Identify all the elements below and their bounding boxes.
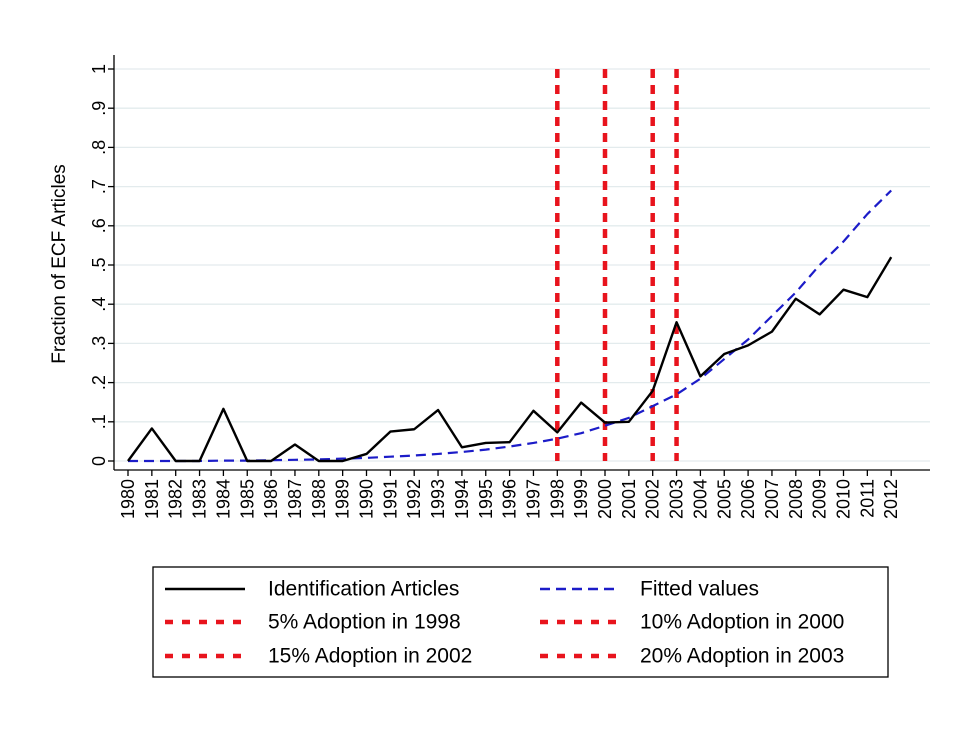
legend: Identification Articles Fitted values 5% A… bbox=[152, 566, 889, 678]
x-tick-label: 1989 bbox=[333, 479, 353, 519]
y-tick-label: .4 bbox=[89, 297, 109, 312]
x-tick-label: 2001 bbox=[619, 479, 639, 519]
legend-box bbox=[152, 566, 889, 678]
legend-items: Identification Articles Fitted values 5% A… bbox=[165, 578, 844, 668]
x-axis-ticks: 1980 1981 1982 1983 1984 1985 1986 1987 1988 1989… bbox=[118, 470, 901, 519]
x-tick-label: 2009 bbox=[810, 479, 830, 519]
x-tick-label: 1991 bbox=[380, 479, 400, 519]
y-tick-label: .7 bbox=[89, 179, 109, 194]
gridlines bbox=[114, 68, 930, 462]
x-tick-label: 1982 bbox=[166, 479, 186, 519]
x-tick-label: 2005 bbox=[714, 479, 734, 519]
legend-label: 10% Adoption in 2000 bbox=[640, 611, 844, 634]
x-tick-label: 1995 bbox=[476, 479, 496, 519]
x-tick-label: 1985 bbox=[237, 479, 257, 519]
x-tick-label: 1984 bbox=[213, 479, 233, 519]
x-tick-label: 1981 bbox=[142, 479, 162, 519]
y-tick-label: .3 bbox=[89, 336, 109, 351]
x-tick-label: 2002 bbox=[643, 479, 663, 519]
x-tick-label: 2004 bbox=[690, 479, 710, 519]
x-tick-label: 1997 bbox=[523, 479, 543, 519]
x-tick-label: 1983 bbox=[190, 479, 210, 519]
y-tick-label: .5 bbox=[89, 257, 109, 272]
x-tick-label: 1998 bbox=[547, 479, 567, 519]
y-tick-label: .1 bbox=[89, 414, 109, 429]
y-axis-ticks: 0 .1 .2 .3 .4 .5 .6 .7 .8 .9 1 bbox=[89, 64, 114, 466]
x-tick-label: 1994 bbox=[452, 479, 472, 519]
y-tick-label: .8 bbox=[89, 140, 109, 155]
x-tick-label: 1992 bbox=[404, 479, 424, 519]
x-tick-label: 1988 bbox=[309, 479, 329, 519]
x-tick-label: 1987 bbox=[285, 479, 305, 519]
x-tick-label: 2011 bbox=[857, 479, 877, 518]
y-axis-title: Fraction of ECF Articles bbox=[49, 164, 70, 364]
series-line bbox=[127, 256, 893, 463]
x-tick-label: 1986 bbox=[261, 479, 281, 519]
x-tick-label: 2012 bbox=[881, 479, 901, 519]
reference-lines bbox=[555, 69, 679, 461]
y-tick-label: .2 bbox=[89, 375, 109, 390]
y-tick-label: .9 bbox=[89, 101, 109, 116]
x-tick-label: 1993 bbox=[428, 479, 448, 519]
x-tick-label: 1990 bbox=[357, 479, 377, 519]
legend-label: 20% Adoption in 2003 bbox=[640, 645, 844, 668]
x-tick-label: 2007 bbox=[762, 479, 782, 519]
plot-area: 0.1.2.3.4.5.6.7.8.91 1980 1981 1982 1983 198… bbox=[89, 55, 930, 519]
axes bbox=[113, 55, 930, 471]
x-tick-label: 2000 bbox=[595, 479, 615, 519]
x-tick-label: 2006 bbox=[738, 479, 758, 519]
x-tick-label: 2008 bbox=[786, 479, 806, 519]
legend-label: Identification Articles bbox=[268, 578, 459, 601]
y-tick-label: .6 bbox=[89, 218, 109, 233]
legend-label: Fitted values bbox=[640, 578, 759, 601]
y-tick-label: 0 bbox=[89, 456, 109, 466]
legend-label: 15% Adoption in 2002 bbox=[268, 645, 472, 668]
series-lines bbox=[127, 189, 893, 463]
x-tick-label: 2010 bbox=[834, 479, 854, 519]
x-tick-label: 1999 bbox=[571, 479, 591, 519]
x-tick-label: 1980 bbox=[118, 479, 138, 519]
x-tick-label: 1996 bbox=[500, 479, 520, 519]
x-tick-label: 2003 bbox=[667, 479, 687, 519]
y-tick-label: 1 bbox=[89, 64, 109, 74]
legend-label: 5% Adoption in 1998 bbox=[268, 611, 461, 634]
